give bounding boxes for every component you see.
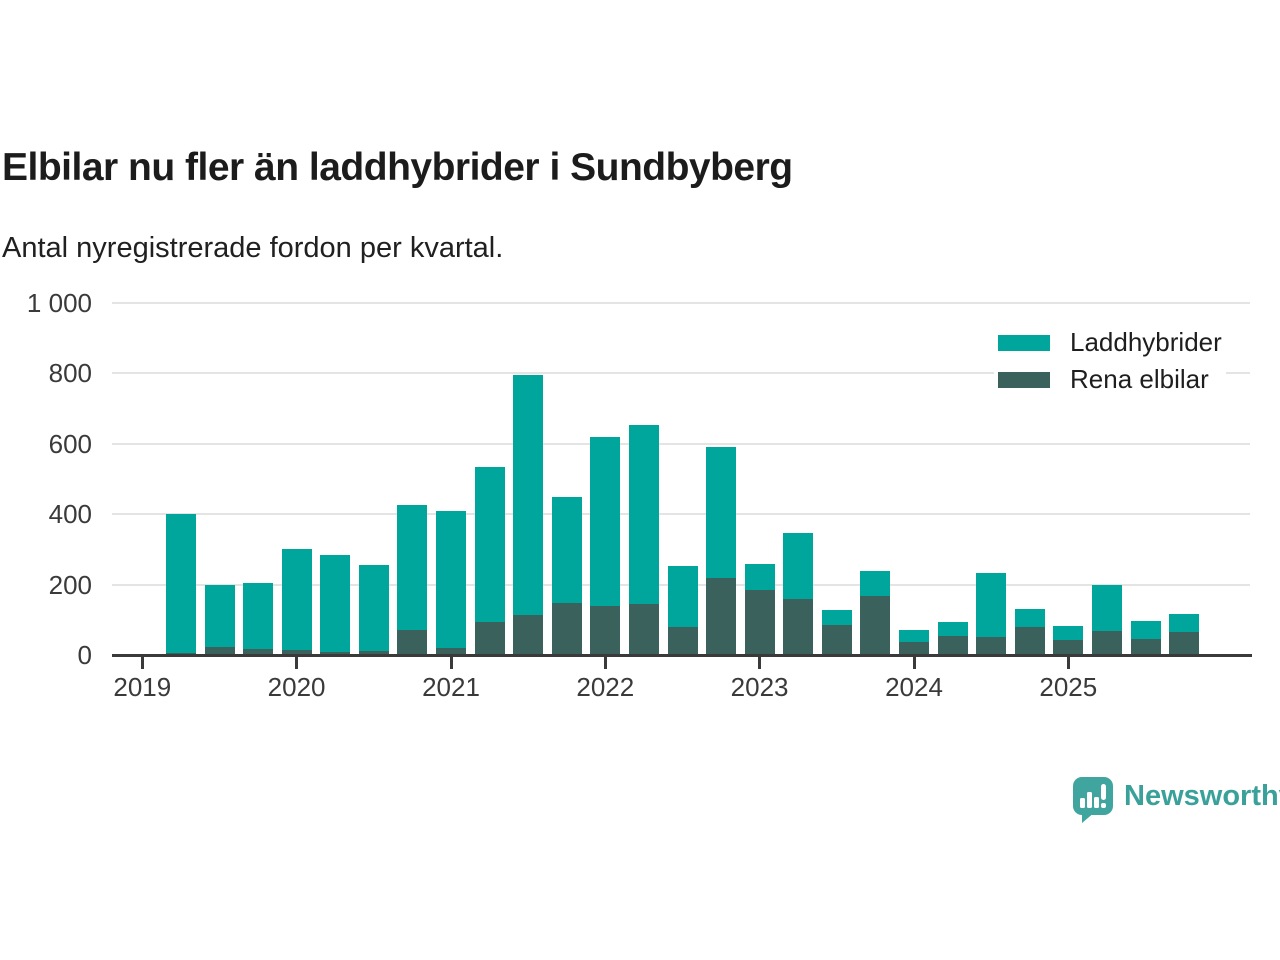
bar-2019-k3-laddhybrider [204, 584, 235, 648]
x-axis-label-2022: 2022 [576, 672, 635, 702]
gridline-1000 [112, 302, 1250, 304]
bar-2021-k3-rena-elbilar [513, 614, 544, 655]
bar-2023-k4-rena-elbilar [860, 595, 891, 655]
y-axis-label-400: 400 [48, 499, 92, 530]
bar-2022-k1-rena-elbilar [590, 606, 621, 655]
brand-name: Newsworthy [1124, 780, 1280, 812]
x-tick-2025 [1066, 657, 1070, 669]
bar-2024-k3-laddhybrider [976, 573, 1007, 637]
bar-2023-k4-laddhybrider [860, 570, 891, 596]
bar-2025-k4-rena-elbilar [1169, 631, 1199, 655]
bar-2021-k4-laddhybrider [551, 496, 582, 603]
x-axis-label-2021: 2021 [422, 672, 480, 702]
bar-2020-k2-rena-elbilar [320, 652, 351, 655]
bar-2021-k2-rena-elbilar [474, 621, 505, 655]
bar-2021-k4-rena-elbilar [551, 602, 582, 655]
bar-2025-k2-rena-elbilar [1091, 631, 1122, 655]
bar-2025-k1-laddhybrider [1053, 626, 1084, 640]
bar-2023-k2-laddhybrider [783, 532, 814, 599]
bar-2019-k2-laddhybrider [165, 514, 196, 654]
y-axis-label-1000: 1 000 [26, 288, 92, 318]
bar-2019-k4-laddhybrider [243, 582, 273, 650]
bar-2024-k4-rena-elbilar [1014, 626, 1045, 655]
bar-2020-k1-laddhybrider [281, 549, 312, 650]
x-tick-2021 [449, 657, 453, 669]
legend-item-rena-elbilar: Rena elbilar [994, 361, 1226, 398]
y-axis-label-200: 200 [48, 569, 92, 600]
bar-2025-k2-laddhybrider [1091, 584, 1122, 632]
chart-subtitle: Antal nyregistrerade fordon per kvartal. [2, 232, 504, 264]
bar-2024-k2-laddhybrider [937, 622, 968, 636]
bar-2023-k1-laddhybrider [744, 564, 775, 590]
bar-2024-k1-rena-elbilar [899, 641, 929, 655]
legend-swatch-laddhybrider [998, 334, 1050, 351]
gridline-600 [112, 442, 1250, 445]
bar-2022-k3-laddhybrider [667, 565, 698, 627]
bar-2023-k1-rena-elbilar [744, 589, 775, 655]
x-axis-label-2020: 2020 [267, 672, 326, 702]
bar-2020-k4-laddhybrider [397, 505, 428, 631]
bar-2020-k2-laddhybrider [320, 555, 351, 653]
bar-2025-k3-laddhybrider [1130, 620, 1161, 639]
bar-2021-k1-laddhybrider [436, 510, 466, 648]
legend-item-laddhybrider: Laddhybrider [994, 324, 1226, 361]
y-axis-label-800: 800 [48, 358, 92, 389]
bar-2020-k4-rena-elbilar [397, 630, 428, 655]
bar-2025-k4-laddhybrider [1169, 613, 1199, 632]
y-axis-label-0: 0 [77, 640, 92, 670]
bar-2023-k2-rena-elbilar [783, 598, 814, 655]
bar-2024-k4-laddhybrider [1014, 608, 1045, 627]
x-tick-2024 [912, 657, 916, 669]
bar-2022-k4-laddhybrider [706, 446, 736, 578]
gridline-400 [112, 513, 1250, 516]
bar-2022-k3-rena-elbilar [667, 626, 698, 655]
x-axis-label-2024: 2024 [885, 672, 943, 702]
x-tick-2019 [140, 657, 144, 669]
newsworthy-speech-bubble-chart-icon [1073, 777, 1113, 823]
gridline-800 [112, 372, 1250, 375]
bar-2019-k3-rena-elbilar [204, 647, 235, 655]
legend: Laddhybrider Rena elbilar [994, 324, 1226, 398]
bar-2024-k2-rena-elbilar [937, 635, 968, 655]
bar-2025-k3-rena-elbilar [1130, 638, 1161, 655]
newsworthy-branding: Newsworthy [1072, 776, 1280, 824]
page-title: Elbilar nu fler än laddhybrider i Sundby… [2, 146, 793, 189]
bar-2025-k1-rena-elbilar [1053, 639, 1084, 655]
bar-2021-k1-rena-elbilar [436, 648, 466, 655]
bar-2019-k4-rena-elbilar [243, 649, 273, 655]
y-axis-label-600: 600 [48, 428, 92, 459]
legend-label-laddhybrider: Laddhybrider [1070, 327, 1222, 357]
bar-2020-k3-laddhybrider [358, 564, 389, 651]
bar-2022-k2-rena-elbilar [628, 604, 659, 655]
x-axis-line [112, 654, 1252, 657]
bar-2024-k1-laddhybrider [899, 629, 929, 642]
bar-2021-k3-laddhybrider [513, 375, 544, 615]
x-tick-2023 [758, 657, 762, 669]
bar-2023-k3-rena-elbilar [821, 625, 852, 655]
x-axis-label-2023: 2023 [730, 672, 789, 702]
bar-2021-k2-laddhybrider [474, 466, 505, 622]
bar-2020-k1-rena-elbilar [281, 649, 312, 655]
bar-2022-k1-laddhybrider [590, 436, 621, 607]
legend-label-rena-elbilar: Rena elbilar [1070, 364, 1209, 394]
x-axis-label-2025: 2025 [1039, 672, 1098, 702]
legend-swatch-rena-elbilar [998, 371, 1050, 388]
bar-2022-k4-rena-elbilar [706, 577, 736, 655]
bar-2023-k3-laddhybrider [821, 610, 852, 626]
bar-2020-k3-rena-elbilar [358, 650, 389, 655]
x-tick-2020 [295, 657, 299, 669]
x-axis-label-2019: 2019 [113, 672, 172, 702]
bar-2024-k3-rena-elbilar [976, 636, 1007, 655]
bar-2022-k2-laddhybrider [628, 424, 659, 604]
plot-area [112, 302, 1250, 655]
x-tick-2022 [603, 657, 607, 669]
